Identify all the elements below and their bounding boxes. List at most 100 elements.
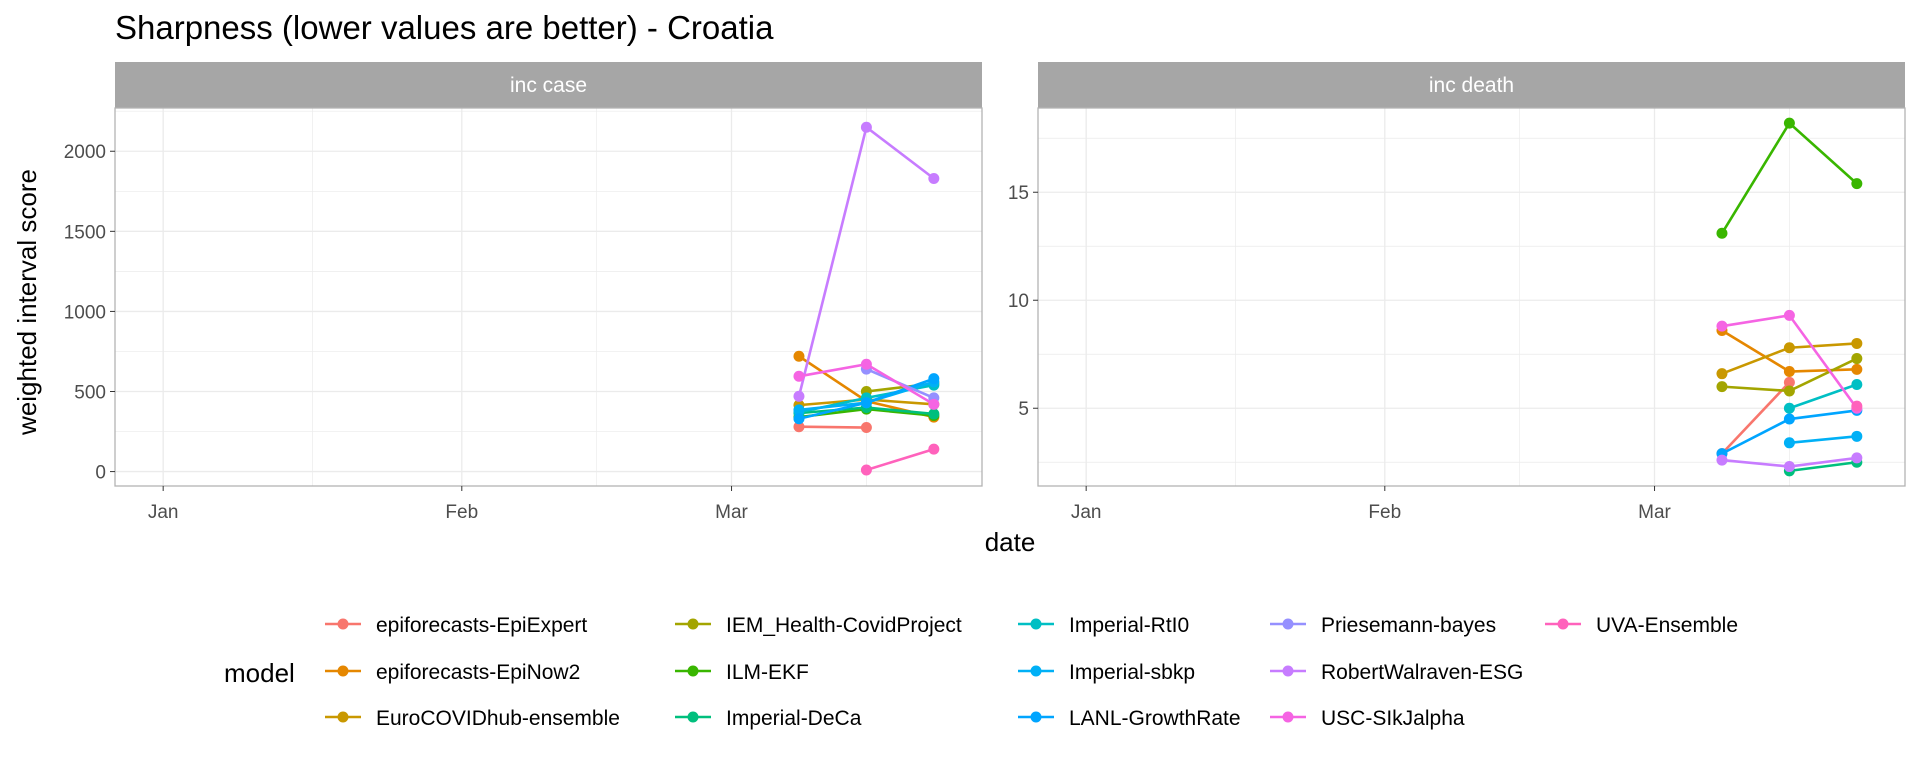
- data-point: [793, 421, 805, 433]
- series-line: [1788, 383, 1858, 410]
- legend-label: ILM-EKF: [726, 661, 809, 684]
- legend-item: UVA-Ensemble: [1545, 614, 1738, 637]
- legend-item: ILM-EKF: [675, 661, 809, 684]
- x-tick-label: Jan: [1071, 502, 1102, 523]
- data-point: [1851, 353, 1863, 365]
- legend-item: LANL-GrowthRate: [1018, 707, 1241, 730]
- series-lanl-growthrate: [793, 373, 940, 425]
- legend-item: Priesemann-bayes: [1270, 614, 1496, 637]
- panel-background: [115, 108, 982, 486]
- series-line: [1789, 460, 1857, 473]
- data-point: [1851, 400, 1863, 412]
- legend-label: IEM_Health-CovidProject: [726, 614, 962, 637]
- legend-label: RobertWalraven-ESG: [1321, 661, 1523, 684]
- series-imperial-sbkp: [1783, 430, 1863, 449]
- panel-border: [114, 107, 983, 487]
- data-point: [793, 413, 805, 425]
- data-point: [793, 404, 805, 416]
- data-point: [1716, 368, 1728, 380]
- series-usc-sikjalpha: [1716, 309, 1863, 414]
- data-point: [860, 358, 872, 370]
- legend-label: Imperial-RtI0: [1069, 614, 1189, 637]
- facet-strip-label: inc death: [1429, 74, 1514, 97]
- legend-item: Imperial-DeCa: [675, 707, 862, 730]
- legend-label: UVA-Ensemble: [1596, 614, 1738, 637]
- legend-item: Imperial-sbkp: [1018, 661, 1195, 684]
- legend-key-point: [337, 665, 349, 677]
- legend-label: epiforecasts-EpiExpert: [376, 614, 587, 637]
- legend-item: epiforecasts-EpiExpert: [325, 614, 587, 637]
- legend-label: LANL-GrowthRate: [1069, 707, 1241, 730]
- data-point: [1716, 381, 1728, 393]
- data-point: [860, 422, 872, 434]
- panel-border: [1037, 107, 1906, 487]
- legend-label: Imperial-sbkp: [1069, 661, 1195, 684]
- y-tick-label: 1000: [64, 302, 106, 323]
- data-point: [1851, 452, 1863, 464]
- legend-label: epiforecasts-EpiNow2: [376, 661, 580, 684]
- series-robertwalraven-esg: [1716, 452, 1863, 473]
- legend-key-point: [1282, 665, 1294, 677]
- data-point: [928, 408, 940, 420]
- y-tick-label: 2000: [64, 142, 106, 163]
- series-eurocovidhub-ensemble: [1716, 337, 1863, 380]
- y-tick-label: 0: [95, 463, 106, 484]
- series-ilm-ekf: [1716, 117, 1863, 239]
- panel-inc-case: inc case 0 500 1000 1500 2000 Jan Feb Mar: [64, 62, 983, 523]
- chart-title: Sharpness (lower values are better) - Cr…: [115, 9, 774, 46]
- y-tick-label: 5: [1018, 399, 1029, 420]
- data-point: [793, 370, 805, 382]
- data-point: [1783, 413, 1795, 425]
- legend-item: EuroCOVIDhub-ensemble: [325, 707, 620, 730]
- grid: [1038, 108, 1905, 486]
- legend-item: RobertWalraven-ESG: [1270, 661, 1523, 684]
- legend-key-point: [1030, 665, 1042, 677]
- data-point: [1783, 309, 1795, 321]
- data-point: [860, 464, 872, 476]
- data-point: [928, 373, 940, 385]
- x-tick-label: Jan: [148, 502, 179, 523]
- legend-key-point: [687, 665, 699, 677]
- series-imperial-rti0: [1783, 378, 1863, 414]
- legend-label: USC-SIkJalpha: [1321, 707, 1465, 730]
- legend-label: Priesemann-bayes: [1321, 614, 1496, 637]
- legend-item: IEM_Health-CovidProject: [675, 614, 962, 637]
- legend-label: Imperial-DeCa: [726, 707, 862, 730]
- data-point: [860, 121, 872, 133]
- x-axis-title: date: [985, 527, 1036, 557]
- legend-key-point: [1030, 618, 1042, 630]
- facet-strip-label: inc case: [510, 74, 587, 97]
- series-line: [866, 447, 935, 472]
- legend-key-point: [1282, 618, 1294, 630]
- series-line: [1789, 435, 1857, 445]
- x-tick-label: Feb: [445, 502, 478, 523]
- series-line: [1721, 381, 1791, 455]
- facet-strip: [1038, 62, 1905, 108]
- panel-inc-death: inc death 5 10 15 Jan Feb Mar: [1008, 62, 1906, 523]
- data-point: [1783, 437, 1795, 449]
- data-point: [1716, 227, 1728, 239]
- data-point: [1716, 320, 1728, 332]
- facet-strip: [115, 62, 982, 108]
- data-point: [1716, 454, 1728, 466]
- data-point: [793, 390, 805, 402]
- data-point: [1783, 376, 1795, 388]
- series-epiforecasts-epiexpert: [793, 421, 872, 434]
- y-tick-label: 10: [1008, 291, 1029, 312]
- legend-key-point: [1030, 711, 1042, 723]
- data-point: [1783, 342, 1795, 354]
- data-point: [1783, 461, 1795, 473]
- series-uva-ensemble: [1851, 400, 1863, 412]
- legend: model epiforecasts-EpiExpert epiforecasts…: [224, 614, 1738, 730]
- data-point: [1783, 366, 1795, 378]
- data-point: [1851, 363, 1863, 375]
- y-axis-title: weighted interval score: [12, 169, 42, 436]
- data-point: [1851, 337, 1863, 349]
- data-point: [928, 172, 940, 184]
- legend-key-point: [337, 711, 349, 723]
- data-point: [1783, 402, 1795, 414]
- legend-key-point: [1282, 711, 1294, 723]
- legend-key-point: [687, 618, 699, 630]
- data-point: [928, 398, 940, 410]
- legend-key-point: [687, 711, 699, 723]
